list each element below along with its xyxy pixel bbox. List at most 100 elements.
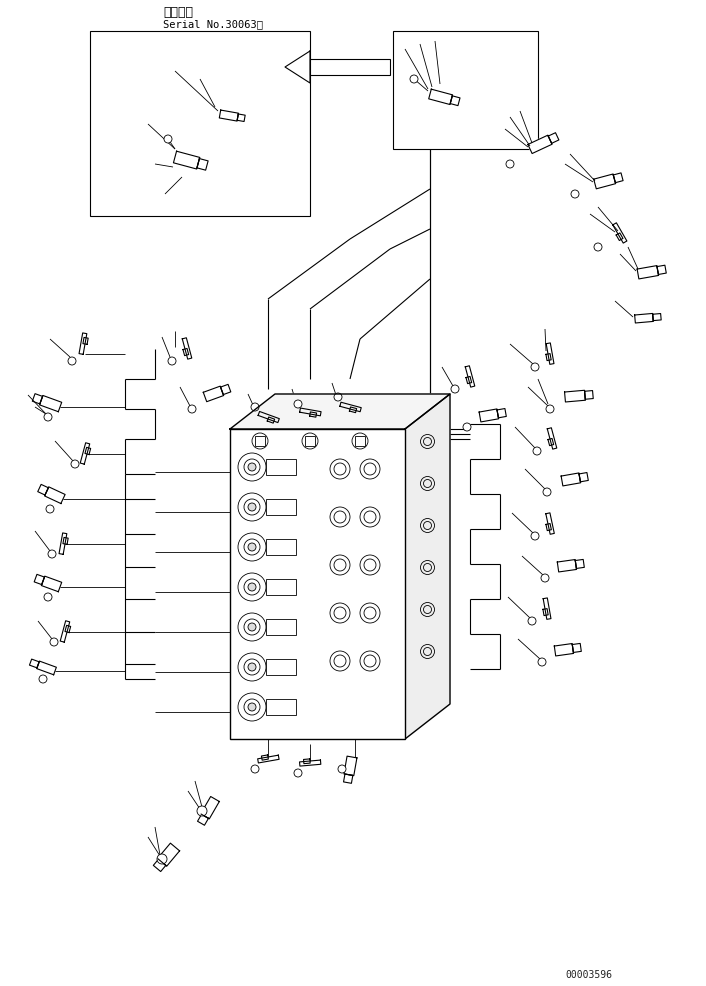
- Circle shape: [248, 504, 256, 512]
- Polygon shape: [201, 797, 220, 819]
- Polygon shape: [183, 349, 189, 356]
- Polygon shape: [561, 473, 580, 486]
- Circle shape: [364, 512, 376, 524]
- Circle shape: [44, 413, 52, 422]
- Circle shape: [46, 506, 54, 514]
- Circle shape: [248, 463, 256, 471]
- Circle shape: [334, 393, 342, 401]
- Circle shape: [164, 136, 172, 144]
- Polygon shape: [230, 394, 450, 430]
- Polygon shape: [546, 514, 554, 534]
- Polygon shape: [153, 860, 166, 872]
- Circle shape: [244, 619, 260, 635]
- Bar: [266, 660, 296, 675]
- Polygon shape: [466, 377, 472, 385]
- Polygon shape: [465, 367, 474, 387]
- Circle shape: [360, 459, 380, 479]
- Circle shape: [364, 463, 376, 475]
- Circle shape: [238, 454, 266, 481]
- Circle shape: [244, 699, 260, 715]
- Polygon shape: [37, 662, 56, 675]
- Polygon shape: [34, 575, 44, 585]
- Polygon shape: [548, 439, 554, 447]
- Circle shape: [594, 244, 602, 251]
- Polygon shape: [79, 333, 87, 355]
- Polygon shape: [60, 621, 70, 643]
- Circle shape: [71, 460, 79, 468]
- Circle shape: [364, 656, 376, 668]
- Polygon shape: [285, 52, 310, 84]
- Polygon shape: [220, 385, 231, 395]
- Polygon shape: [594, 175, 616, 189]
- Circle shape: [334, 512, 346, 524]
- Polygon shape: [258, 755, 279, 763]
- Polygon shape: [429, 90, 453, 106]
- Circle shape: [543, 488, 551, 497]
- Polygon shape: [528, 136, 552, 155]
- Circle shape: [451, 386, 459, 393]
- Circle shape: [238, 613, 266, 641]
- Bar: [266, 539, 296, 555]
- Circle shape: [244, 660, 260, 675]
- Circle shape: [360, 508, 380, 528]
- Circle shape: [531, 532, 539, 540]
- Circle shape: [364, 559, 376, 572]
- Polygon shape: [635, 315, 653, 323]
- Bar: [305, 437, 315, 447]
- Circle shape: [421, 477, 434, 491]
- Circle shape: [352, 434, 368, 450]
- Bar: [310, 60, 390, 76]
- Polygon shape: [198, 814, 208, 825]
- Polygon shape: [554, 644, 573, 657]
- Polygon shape: [546, 343, 554, 365]
- Polygon shape: [349, 407, 357, 413]
- Circle shape: [541, 575, 549, 583]
- Polygon shape: [83, 338, 88, 345]
- Circle shape: [424, 648, 431, 656]
- Polygon shape: [546, 354, 551, 361]
- Circle shape: [334, 607, 346, 619]
- Polygon shape: [585, 391, 593, 400]
- Circle shape: [546, 405, 554, 413]
- Circle shape: [251, 403, 259, 411]
- Polygon shape: [197, 160, 208, 171]
- Polygon shape: [543, 609, 548, 616]
- Polygon shape: [497, 409, 506, 418]
- Circle shape: [410, 76, 418, 84]
- Circle shape: [571, 191, 579, 199]
- Polygon shape: [44, 487, 65, 504]
- Polygon shape: [237, 114, 245, 122]
- Circle shape: [197, 807, 207, 816]
- Polygon shape: [42, 577, 61, 593]
- Polygon shape: [310, 412, 316, 418]
- Circle shape: [360, 652, 380, 671]
- Circle shape: [248, 664, 256, 671]
- Polygon shape: [344, 756, 357, 776]
- Circle shape: [421, 645, 434, 659]
- Circle shape: [48, 550, 56, 558]
- Polygon shape: [258, 412, 280, 423]
- Bar: [393, 32, 538, 150]
- Polygon shape: [543, 599, 551, 620]
- Circle shape: [188, 405, 196, 413]
- Circle shape: [531, 364, 539, 372]
- Circle shape: [421, 602, 434, 617]
- Circle shape: [424, 438, 431, 446]
- Polygon shape: [80, 444, 90, 464]
- Circle shape: [334, 656, 346, 668]
- Circle shape: [244, 500, 260, 516]
- Text: 00003596: 00003596: [565, 969, 612, 979]
- Circle shape: [238, 693, 266, 722]
- Polygon shape: [40, 396, 61, 412]
- Bar: [230, 430, 405, 740]
- Polygon shape: [450, 97, 460, 106]
- Polygon shape: [220, 111, 239, 122]
- Circle shape: [421, 561, 434, 575]
- Circle shape: [238, 574, 266, 601]
- Polygon shape: [657, 266, 666, 275]
- Circle shape: [334, 559, 346, 572]
- Circle shape: [50, 638, 58, 647]
- Polygon shape: [299, 408, 321, 416]
- Circle shape: [39, 675, 47, 683]
- Circle shape: [238, 533, 266, 561]
